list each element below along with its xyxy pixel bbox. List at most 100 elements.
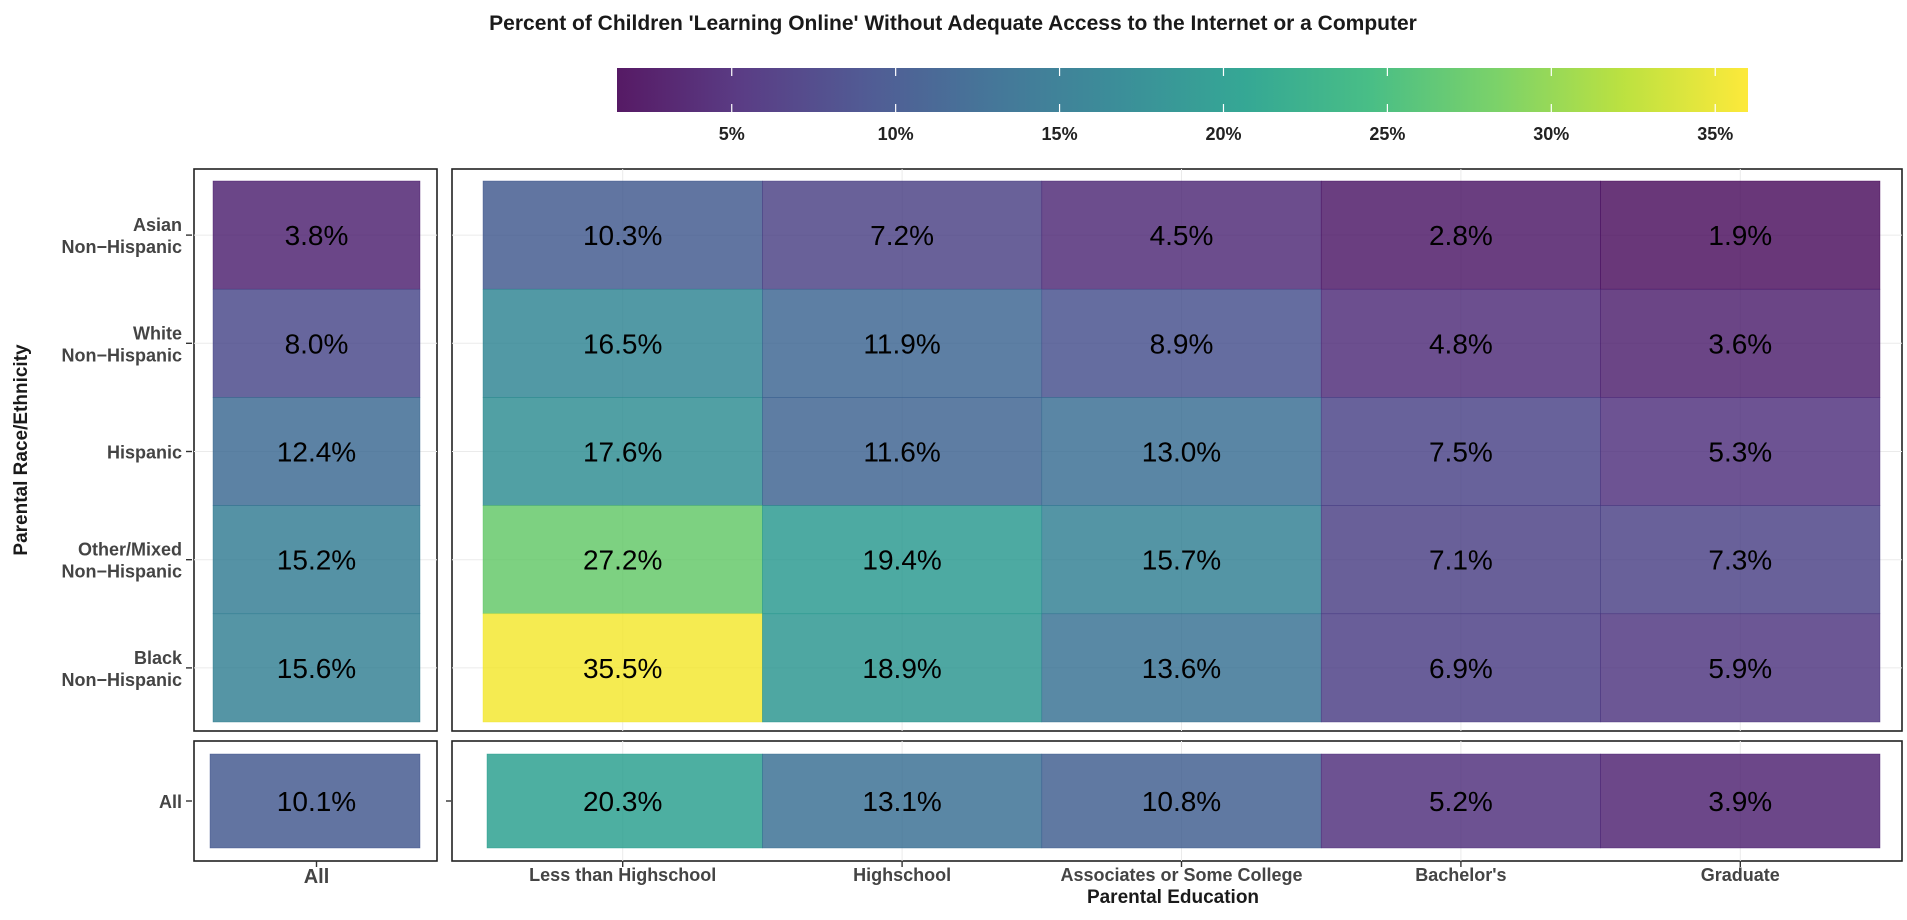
heatmap-cell-all-race	[212, 505, 421, 615]
cell-value-label: 10.8%	[1142, 786, 1221, 817]
cell-value-label: 19.4%	[862, 545, 941, 576]
x-axis-label: Parental Education	[1087, 887, 1259, 908]
chart-title: Percent of Children 'Learning Online' Wi…	[489, 12, 1417, 35]
heatmap-cell	[1600, 505, 1881, 615]
colorbar-tick-label: 25%	[1369, 124, 1405, 144]
heatmap-cell	[1600, 180, 1881, 290]
cell-value-label: 18.9%	[862, 653, 941, 684]
heatmap-cell	[482, 288, 763, 398]
heatmap-cell-all-race	[212, 288, 421, 398]
heatmap-cell	[1320, 505, 1601, 615]
y-tick-label-all: All	[159, 792, 182, 812]
y-tick-label: Asian	[133, 215, 182, 235]
heatmap-cell-all-race	[212, 397, 421, 506]
cell-value-label: 15.7%	[1142, 545, 1221, 576]
cell-value-label: 35.5%	[583, 653, 662, 684]
cell-value-label: 4.8%	[1429, 328, 1493, 359]
heatmap-cell	[762, 180, 1043, 290]
cell-value-label: 8.0%	[285, 328, 349, 359]
heatmap-cell-all-education	[486, 753, 763, 849]
cell-value-label: 15.2%	[277, 545, 356, 576]
y-tick-label: Non−Hispanic	[61, 237, 182, 257]
colorbar-tick-label: 5%	[719, 124, 745, 144]
x-tick-label-all: All	[304, 866, 330, 888]
cell-value-label: 10.1%	[277, 786, 356, 817]
cell-value-label: 27.2%	[583, 545, 662, 576]
cell-value-label: 4.5%	[1150, 220, 1214, 251]
heatmap-cell	[762, 288, 1043, 398]
x-tick-label: Graduate	[1701, 865, 1780, 885]
cell-value-label: 1.9%	[1708, 220, 1772, 251]
y-axis-label: Parental Race/Ethnicity	[11, 344, 32, 556]
colorbar-tick-label: 20%	[1205, 124, 1241, 144]
cell-value-label: 12.4%	[277, 437, 356, 468]
y-tick-label: Other/Mixed	[78, 540, 182, 560]
cell-value-label: 16.5%	[583, 328, 662, 359]
heatmap-cell	[1320, 397, 1601, 506]
heatmap-cell	[1041, 180, 1322, 290]
heatmap-cell-overall	[209, 753, 421, 849]
heatmap-cell	[1600, 613, 1881, 723]
heatmap-cell	[1320, 613, 1601, 723]
heatmap-cell	[762, 397, 1043, 506]
heatmap-cell-all-education	[762, 753, 1043, 849]
x-tick-label: Bachelor's	[1415, 865, 1506, 885]
heatmap-cell-all-education	[1041, 753, 1322, 849]
colorbar-tick-label: 35%	[1697, 124, 1733, 144]
x-tick-label: Highschool	[853, 865, 951, 885]
colorbar-tick-label: 15%	[1042, 124, 1078, 144]
heatmap-cell	[482, 505, 763, 615]
cell-value-label: 2.8%	[1429, 220, 1493, 251]
cell-value-label: 11.9%	[863, 328, 940, 359]
y-tick-label: Non−Hispanic	[61, 562, 182, 582]
cell-value-label: 7.3%	[1708, 545, 1772, 576]
heatmap-cell	[1320, 288, 1601, 398]
cell-value-label: 5.9%	[1708, 653, 1772, 684]
cell-value-label: 5.2%	[1429, 786, 1493, 817]
y-tick-label: White	[133, 323, 182, 343]
heatmap-cell	[1041, 613, 1322, 723]
heatmap-cell-all-education	[1320, 753, 1601, 849]
cell-value-label: 17.6%	[583, 437, 662, 468]
cell-value-label: 3.8%	[285, 220, 349, 251]
heatmap-cell	[1041, 397, 1322, 506]
label-layer: AsianNon−HispanicWhiteNon−HispanicHispan…	[61, 215, 1779, 888]
colorbar-tick-label: 10%	[878, 124, 914, 144]
heatmap-cell	[1600, 397, 1881, 506]
cell-value-label: 13.6%	[1142, 653, 1221, 684]
cell-layer: 10.3% 7.2% 4.5% 2.8% 1.9% 16.5% 11.9% 8.9% 4.8% 3…	[209, 180, 1881, 849]
heatmap-cell	[482, 180, 763, 290]
heatmap-cell	[1320, 180, 1601, 290]
heatmap-cell	[762, 613, 1043, 723]
colorbar-gradient	[617, 68, 1748, 112]
heatmap-cell	[1041, 288, 1322, 398]
y-tick-label: Non−Hispanic	[61, 670, 182, 690]
cell-value-label: 10.3%	[583, 220, 662, 251]
y-tick-label: Hispanic	[107, 443, 182, 463]
cell-value-label: 20.3%	[583, 786, 662, 817]
heatmap-cell-all-race	[212, 613, 421, 723]
cell-value-label: 13.1%	[862, 786, 941, 817]
heatmap-cell	[762, 505, 1043, 615]
colorbar-tick-label: 30%	[1533, 124, 1569, 144]
heatmap-cell	[1600, 288, 1881, 398]
heatmap-cell	[482, 397, 763, 506]
heatmap-cell-all-education	[1600, 753, 1881, 849]
cell-value-label: 7.2%	[870, 220, 934, 251]
cell-value-label: 13.0%	[1142, 437, 1221, 468]
heatmap-cell	[1041, 505, 1322, 615]
y-tick-label: Non−Hispanic	[61, 345, 182, 365]
cell-value-label: 8.9%	[1150, 328, 1214, 359]
cell-value-label: 3.9%	[1708, 786, 1772, 817]
cell-value-label: 11.6%	[863, 437, 940, 468]
cell-value-label: 5.3%	[1708, 437, 1772, 468]
cell-value-label: 7.5%	[1429, 437, 1493, 468]
heatmap-cell-all-race	[212, 180, 421, 290]
x-tick-label: Associates or Some College	[1060, 865, 1302, 885]
cell-value-label: 6.9%	[1429, 653, 1493, 684]
cell-value-label: 15.6%	[277, 653, 356, 684]
x-tick-label: Less than Highschool	[529, 865, 716, 885]
y-tick-label: Black	[134, 648, 183, 668]
